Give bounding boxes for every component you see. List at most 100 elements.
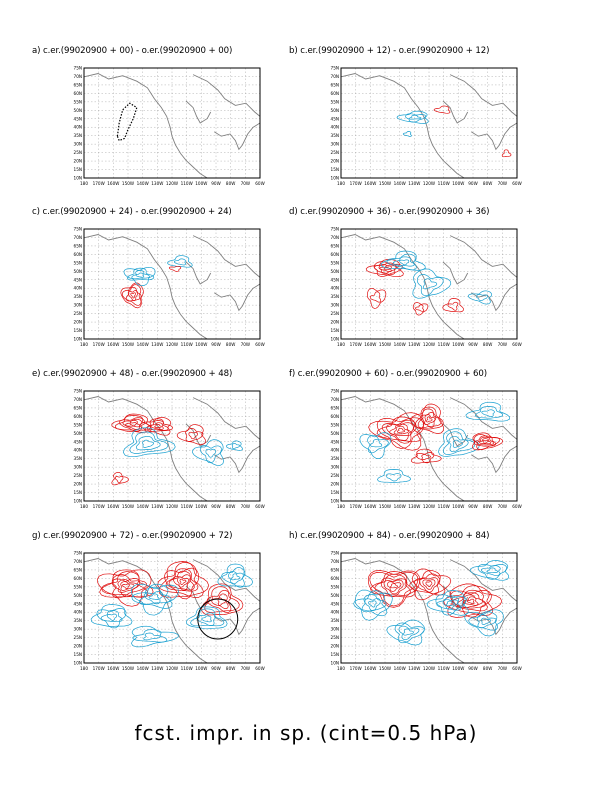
x-tick-label: 140W xyxy=(394,181,406,186)
y-tick-label: 30N xyxy=(74,303,82,308)
panel-h-grid xyxy=(341,553,517,663)
contour-negative xyxy=(359,432,392,459)
contour-positive xyxy=(422,579,436,590)
contour-positive xyxy=(129,422,137,427)
contour-negative xyxy=(474,406,503,419)
x-tick-label: 120W xyxy=(166,666,178,671)
x-tick-label: 140W xyxy=(394,342,406,347)
contour-negative xyxy=(480,617,491,625)
y-tick-label: 20N xyxy=(74,482,82,487)
x-tick-label: 70W xyxy=(241,504,250,509)
x-tick-label: 150W xyxy=(379,504,391,509)
y-tick-label: 40N xyxy=(74,125,82,130)
coastline-0 xyxy=(340,73,465,179)
x-tick-label: 140W xyxy=(137,504,149,509)
contour-negative xyxy=(143,632,161,641)
contour-negative xyxy=(354,589,393,621)
x-tick-label: 100W xyxy=(195,666,207,671)
contour-negative xyxy=(435,594,467,616)
coastline-3 xyxy=(442,585,469,609)
contour-negative xyxy=(386,473,402,482)
x-tick-label: 140W xyxy=(137,666,149,671)
contour-positive xyxy=(393,425,409,435)
panel-d-grid xyxy=(341,229,517,339)
contour-negative xyxy=(199,445,222,464)
panel-e-frame xyxy=(83,390,261,502)
contour-negative xyxy=(361,594,387,613)
y-tick-label: 75N xyxy=(74,66,82,71)
contour-positive xyxy=(390,583,398,589)
x-tick-label: 160W xyxy=(364,342,376,347)
coastline-1 xyxy=(449,235,518,278)
panel-g-title: g) c.er.(99020900 + 72) - o.er.(99020900… xyxy=(32,531,233,541)
x-tick-label: 110W xyxy=(438,504,450,509)
panel-e-title: e) c.er.(99020900 + 48) - o.er.(99020900… xyxy=(32,369,233,379)
panel-d-map: 180 170W 160W 150W 140W 130W 120W 110W 100W 90W 80… xyxy=(331,227,522,348)
contour-negative xyxy=(486,567,499,573)
contour-negative xyxy=(364,598,381,612)
panel-b-map: 180 170W 160W 150W 140W 130W 120W 110W 100W 90W 80… xyxy=(331,66,522,187)
x-tick-label: 130W xyxy=(408,181,420,186)
contour-positive xyxy=(128,290,138,302)
y-tick-label: 60N xyxy=(74,91,82,96)
y-tick-label: 15N xyxy=(74,167,82,172)
x-tick-label: 150W xyxy=(122,181,134,186)
contour-negative xyxy=(190,608,225,627)
contour-negative xyxy=(422,278,438,290)
x-tick-label: 80W xyxy=(226,504,235,509)
contour-negative xyxy=(367,434,389,454)
x-tick-label: 120W xyxy=(423,342,435,347)
coastline-1 xyxy=(449,397,518,440)
x-tick-label: 100W xyxy=(195,342,207,347)
y-tick-label: 60N xyxy=(331,252,339,257)
x-tick-label: 110W xyxy=(438,342,450,347)
x-tick-label: 120W xyxy=(423,666,435,671)
x-tick-label: 100W xyxy=(452,342,464,347)
contour-negative xyxy=(96,608,127,629)
x-tick-label: 90W xyxy=(468,181,477,186)
x-tick-label: 90W xyxy=(468,666,477,671)
y-tick-label: 25N xyxy=(74,150,82,155)
x-tick-label: 100W xyxy=(195,504,207,509)
x-tick-label: 90W xyxy=(468,504,477,509)
contour-negative xyxy=(106,613,117,621)
x-tick-label: 180 xyxy=(80,666,88,671)
x-tick-label: 170W xyxy=(350,666,362,671)
contour-negative xyxy=(416,274,444,297)
y-tick-label: 20N xyxy=(74,159,82,164)
contour-negative xyxy=(468,611,499,631)
contour-positive xyxy=(381,419,417,444)
y-tick-label: 55N xyxy=(74,99,82,104)
y-tick-label: 35N xyxy=(74,618,82,623)
y-tick-label: 30N xyxy=(74,627,82,632)
x-tick-label: 170W xyxy=(93,181,105,186)
y-tick-label: 35N xyxy=(331,133,339,138)
y-tick-label: 60N xyxy=(331,91,339,96)
panel-c-frame xyxy=(83,228,261,340)
coastline-0 xyxy=(340,396,465,502)
y-tick-label: 45N xyxy=(331,601,339,606)
contour-positive xyxy=(111,574,147,599)
y-tick-label: 30N xyxy=(74,142,82,147)
contour-positive xyxy=(179,578,187,585)
contour-positive xyxy=(433,105,451,114)
x-tick-label: 140W xyxy=(137,342,149,347)
x-tick-label: 180 xyxy=(337,342,345,347)
contour-positive xyxy=(130,292,136,299)
y-tick-label: 30N xyxy=(331,465,339,470)
contour-negative xyxy=(398,625,420,641)
contour-positive xyxy=(99,569,154,598)
contour-positive xyxy=(165,568,199,592)
y-tick-label: 60N xyxy=(331,414,339,419)
contour-negative xyxy=(231,443,241,449)
y-tick-label: 40N xyxy=(331,125,339,130)
coastline-3 xyxy=(442,100,469,124)
verification-circle xyxy=(197,598,239,640)
y-tick-label: 40N xyxy=(331,286,339,291)
y-tick-label: 25N xyxy=(74,311,82,316)
contour-negative xyxy=(368,600,377,608)
panel-e-map: 180 170W 160W 150W 140W 130W 120W 110W 100W 90W 80… xyxy=(74,389,265,510)
contour-positive xyxy=(415,304,425,312)
x-tick-label: 110W xyxy=(181,181,193,186)
coastline-0 xyxy=(83,396,208,502)
